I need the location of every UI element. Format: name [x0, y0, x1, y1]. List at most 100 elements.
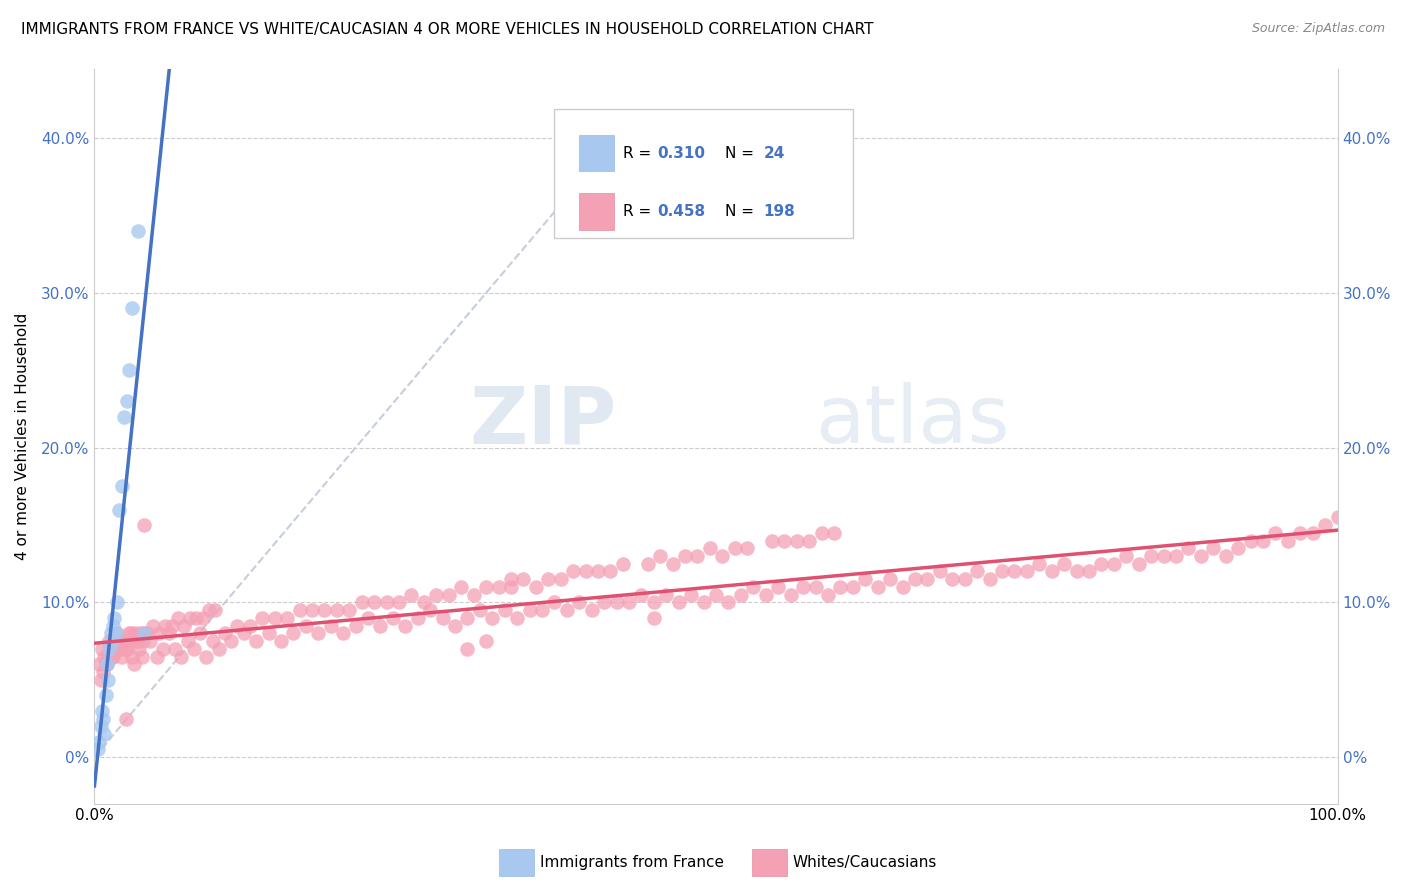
Point: [122, 634, 145, 648]
Point: [1015, 565, 1038, 579]
Point: [129, 626, 152, 640]
Point: [103, 611, 125, 625]
Point: [648, 549, 671, 563]
Point: [537, 572, 560, 586]
Point: [842, 580, 865, 594]
Point: [110, 641, 132, 656]
Point: [488, 580, 510, 594]
Point: [121, 649, 143, 664]
Point: [742, 580, 765, 594]
Text: R =: R =: [623, 204, 657, 219]
Point: [118, 363, 141, 377]
Point: [107, 634, 129, 648]
Point: [432, 611, 454, 625]
Point: [524, 580, 547, 594]
Point: [1227, 541, 1250, 556]
Text: Source: ZipAtlas.com: Source: ZipAtlas.com: [1251, 22, 1385, 36]
Point: [953, 572, 976, 586]
Point: [128, 641, 150, 656]
Point: [979, 572, 1001, 586]
Point: [1002, 565, 1025, 579]
Point: [637, 557, 659, 571]
Point: [283, 626, 305, 640]
Point: [145, 649, 167, 664]
Point: [114, 641, 136, 656]
Point: [186, 611, 208, 625]
Text: Immigrants from France: Immigrants from France: [540, 855, 724, 870]
Point: [630, 588, 652, 602]
Text: Whites/Caucasians: Whites/Caucasians: [793, 855, 938, 870]
Point: [101, 649, 124, 664]
Point: [135, 626, 157, 640]
Point: [179, 611, 201, 625]
Point: [257, 626, 280, 640]
Point: [160, 618, 183, 632]
Point: [606, 595, 628, 609]
Point: [87, 742, 110, 756]
Point: [917, 572, 939, 586]
Point: [93, 727, 115, 741]
Point: [655, 588, 678, 602]
Point: [357, 611, 380, 625]
Point: [91, 711, 114, 725]
Point: [375, 595, 398, 609]
Point: [125, 634, 148, 648]
Text: atlas: atlas: [815, 383, 1010, 460]
Point: [1040, 565, 1063, 579]
Point: [1251, 533, 1274, 548]
Point: [295, 618, 318, 632]
Point: [792, 580, 814, 594]
Point: [1177, 541, 1199, 556]
Point: [928, 565, 950, 579]
Point: [530, 603, 553, 617]
Point: [148, 626, 170, 640]
Point: [370, 618, 392, 632]
Point: [214, 626, 236, 640]
Point: [1115, 549, 1137, 563]
Point: [761, 533, 783, 548]
Point: [1264, 525, 1286, 540]
Point: [1053, 557, 1076, 571]
Point: [1164, 549, 1187, 563]
Point: [1326, 510, 1348, 524]
Point: [195, 649, 218, 664]
Point: [617, 595, 640, 609]
Point: [301, 603, 323, 617]
Point: [823, 525, 845, 540]
Point: [1140, 549, 1163, 563]
Point: [332, 626, 354, 640]
Point: [481, 611, 503, 625]
Point: [239, 618, 262, 632]
Text: 0.310: 0.310: [658, 145, 706, 161]
Point: [104, 626, 127, 640]
Point: [773, 533, 796, 548]
Point: [112, 634, 135, 648]
Point: [132, 634, 155, 648]
Point: [388, 595, 411, 609]
Point: [155, 618, 177, 632]
Point: [456, 611, 478, 625]
Point: [103, 641, 125, 656]
Point: [643, 611, 665, 625]
Point: [668, 595, 690, 609]
Point: [276, 611, 298, 625]
Point: [165, 641, 187, 656]
Point: [226, 618, 249, 632]
Point: [599, 565, 621, 579]
Y-axis label: 4 or more Vehicles in Household: 4 or more Vehicles in Household: [15, 312, 30, 559]
Point: [568, 595, 591, 609]
Point: [1102, 557, 1125, 571]
Text: N =: N =: [724, 204, 759, 219]
Point: [499, 580, 522, 594]
Point: [1315, 518, 1337, 533]
Point: [115, 641, 138, 656]
Point: [124, 626, 146, 640]
Point: [891, 580, 914, 594]
Point: [519, 603, 541, 617]
Point: [134, 626, 156, 640]
Point: [1189, 549, 1212, 563]
Point: [643, 595, 665, 609]
Point: [314, 603, 336, 617]
Point: [90, 673, 112, 687]
Point: [550, 572, 572, 586]
